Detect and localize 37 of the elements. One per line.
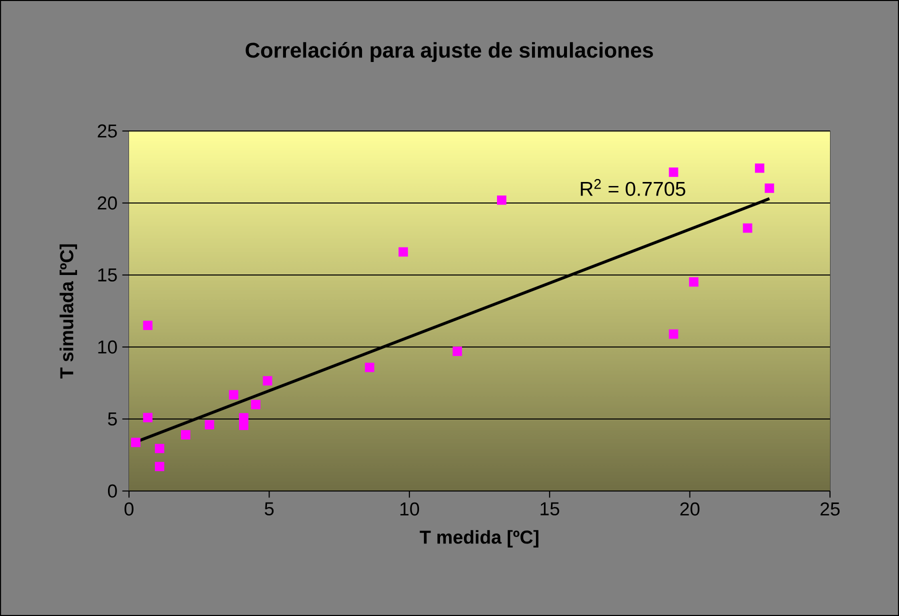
point [131, 438, 140, 448]
point [154, 462, 164, 472]
x-axis-title: T medida [ºC] [420, 530, 538, 548]
y-tick-label: 0 [108, 484, 117, 498]
point [496, 195, 506, 205]
point [262, 376, 272, 386]
y-tick-label: 10 [98, 340, 117, 354]
y-tick-label: 15 [98, 268, 117, 282]
x-tick-label: 15 [540, 502, 560, 516]
point [251, 400, 260, 410]
point [668, 329, 678, 339]
y-tick-label: 25 [98, 124, 117, 138]
x-tick-label: 5 [264, 502, 274, 516]
point [754, 163, 764, 173]
x-tick-label: 20 [680, 502, 700, 516]
y-axis-title: T simulada [ºC] [60, 244, 78, 378]
annotation: R$^{2}$ = 0.7705 [580, 179, 686, 196]
point [364, 362, 374, 372]
point [668, 168, 678, 177]
y-tick-label: 5 [108, 412, 117, 426]
point [452, 346, 462, 356]
point [228, 390, 238, 400]
point [180, 430, 190, 440]
point [154, 444, 164, 454]
x-tick-label: 10 [400, 502, 420, 516]
point [204, 420, 214, 430]
chart-title: Correlación para ajuste de simulaciones [246, 42, 653, 62]
point [143, 320, 152, 330]
point [239, 420, 248, 430]
point [398, 247, 408, 257]
x-tick-label: 0 [124, 502, 134, 516]
point [742, 223, 752, 233]
y-tick-label: 20 [98, 196, 117, 210]
point [689, 277, 698, 287]
point [764, 183, 774, 193]
x-tick-label: 25 [820, 502, 840, 516]
point [143, 412, 152, 422]
